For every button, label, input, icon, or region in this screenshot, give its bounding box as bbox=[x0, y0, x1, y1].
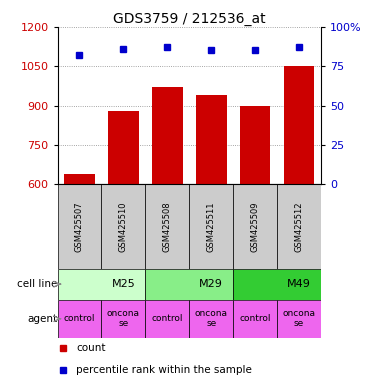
Text: M49: M49 bbox=[287, 279, 311, 289]
Bar bbox=[189, 184, 233, 269]
Bar bbox=[152, 87, 183, 184]
Bar bbox=[108, 111, 139, 184]
Text: M29: M29 bbox=[199, 279, 223, 289]
Bar bbox=[277, 184, 321, 269]
Bar bbox=[58, 300, 101, 338]
Text: count: count bbox=[76, 343, 105, 354]
Bar bbox=[58, 184, 101, 269]
Bar bbox=[233, 269, 321, 300]
Text: control: control bbox=[151, 314, 183, 323]
Text: control: control bbox=[64, 314, 95, 323]
Bar bbox=[101, 300, 145, 338]
Bar bbox=[189, 300, 233, 338]
Bar bbox=[58, 269, 145, 300]
Bar bbox=[145, 300, 189, 338]
Text: GSM425508: GSM425508 bbox=[163, 201, 172, 252]
Text: oncona
se: oncona se bbox=[282, 309, 315, 328]
Text: oncona
se: oncona se bbox=[195, 309, 228, 328]
Bar bbox=[240, 106, 270, 184]
Bar bbox=[145, 184, 189, 269]
Text: GSM425512: GSM425512 bbox=[295, 201, 303, 252]
Text: control: control bbox=[239, 314, 271, 323]
Text: GSM425510: GSM425510 bbox=[119, 201, 128, 252]
Text: M25: M25 bbox=[111, 279, 135, 289]
Bar bbox=[101, 184, 145, 269]
Text: oncona
se: oncona se bbox=[107, 309, 140, 328]
Text: GSM425511: GSM425511 bbox=[207, 201, 216, 252]
Text: agent: agent bbox=[27, 314, 58, 324]
Title: GDS3759 / 212536_at: GDS3759 / 212536_at bbox=[113, 12, 266, 26]
Text: cell line: cell line bbox=[17, 279, 58, 289]
Bar bbox=[233, 184, 277, 269]
Bar bbox=[64, 174, 95, 184]
Bar bbox=[145, 269, 233, 300]
Bar bbox=[196, 95, 227, 184]
Bar bbox=[277, 300, 321, 338]
Text: percentile rank within the sample: percentile rank within the sample bbox=[76, 364, 252, 375]
Text: GSM425507: GSM425507 bbox=[75, 201, 84, 252]
Bar bbox=[283, 66, 314, 184]
Text: GSM425509: GSM425509 bbox=[250, 201, 260, 252]
Bar bbox=[233, 300, 277, 338]
